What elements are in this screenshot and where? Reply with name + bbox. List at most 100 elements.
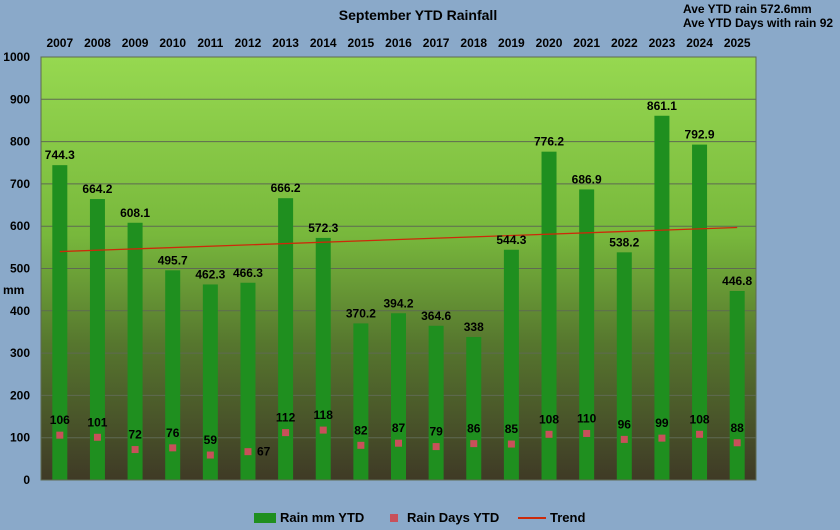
bar bbox=[127, 222, 143, 481]
x-tick-label: 2019 bbox=[498, 36, 525, 50]
bar bbox=[729, 291, 745, 480]
bar-value-label: 538.2 bbox=[609, 235, 639, 249]
rain-day-label: 76 bbox=[166, 426, 180, 440]
rain-day-marker bbox=[282, 429, 290, 437]
rain-day-label: 108 bbox=[690, 412, 710, 426]
rain-day-label: 118 bbox=[314, 408, 334, 422]
x-tick-label: 2015 bbox=[348, 36, 375, 50]
bar-value-label: 686.9 bbox=[572, 172, 602, 186]
rain-day-label: 101 bbox=[87, 415, 107, 429]
bar bbox=[315, 237, 331, 480]
y-axis-title: mm bbox=[3, 283, 24, 297]
bar-value-label: 338 bbox=[464, 320, 484, 334]
y-tick-label: 800 bbox=[10, 135, 30, 149]
x-tick-label: 2007 bbox=[46, 36, 73, 50]
bar bbox=[616, 252, 632, 480]
bar-value-label: 466.3 bbox=[233, 266, 263, 280]
legend-line-swatch bbox=[518, 516, 546, 519]
x-tick-label: 2012 bbox=[235, 36, 262, 50]
rain-day-marker bbox=[319, 426, 327, 434]
bar-value-label: 370.2 bbox=[346, 306, 376, 320]
legend-bar-swatch bbox=[254, 512, 276, 523]
bar bbox=[202, 284, 218, 480]
legend-item-rain-days: Rain Days YTD bbox=[382, 510, 499, 525]
x-tick-label: 2020 bbox=[536, 36, 563, 50]
bar bbox=[466, 337, 482, 480]
bar-value-label: 776.2 bbox=[534, 135, 564, 149]
x-tick-label: 2017 bbox=[423, 36, 450, 50]
y-tick-label: 500 bbox=[10, 262, 30, 276]
x-tick-label: 2025 bbox=[724, 36, 751, 50]
rain-day-marker bbox=[545, 430, 553, 438]
rain-day-marker bbox=[733, 439, 741, 447]
rain-day-marker bbox=[470, 440, 478, 448]
bar-value-label: 744.3 bbox=[45, 148, 75, 162]
legend-item-rain-mm: Rain mm YTD bbox=[254, 510, 364, 525]
bar bbox=[52, 165, 68, 480]
x-tick-label: 2024 bbox=[686, 36, 713, 50]
bar-value-label: 462.3 bbox=[195, 267, 225, 281]
y-tick-label: 700 bbox=[10, 177, 30, 191]
rain-day-marker bbox=[244, 448, 252, 456]
rain-day-markers bbox=[56, 426, 741, 459]
bar bbox=[692, 144, 708, 480]
y-tick-label: 400 bbox=[10, 304, 30, 318]
ave-days-text: Ave YTD Days with rain 92 bbox=[683, 16, 834, 30]
x-tick-label: 2013 bbox=[272, 36, 299, 50]
legend-item-trend: Trend bbox=[518, 510, 585, 525]
bar bbox=[428, 325, 444, 480]
bar-value-label: 572.3 bbox=[308, 221, 338, 235]
bars bbox=[52, 115, 745, 481]
rain-day-label: 79 bbox=[429, 425, 443, 439]
rain-day-marker bbox=[56, 431, 64, 439]
trend-line-path bbox=[59, 226, 738, 253]
bar bbox=[654, 115, 670, 480]
x-tick-label: 2010 bbox=[159, 36, 186, 50]
rain-day-label: 106 bbox=[50, 413, 70, 427]
bar-value-label: 861.1 bbox=[647, 99, 677, 113]
rain-day-marker bbox=[696, 430, 704, 438]
legend-marker-swatch bbox=[390, 513, 398, 522]
x-tick-label: 2022 bbox=[611, 36, 638, 50]
x-tick-label: 2021 bbox=[573, 36, 600, 50]
y-tick-label: 100 bbox=[10, 431, 30, 445]
bar bbox=[391, 313, 406, 480]
legend: Rain mm YTD Rain Days YTD Trend bbox=[0, 510, 840, 528]
rain-day-label: 59 bbox=[204, 433, 218, 447]
rain-day-label: 110 bbox=[577, 411, 597, 425]
legend-label-trend: Trend bbox=[550, 510, 586, 525]
rain-day-marker bbox=[93, 433, 101, 441]
rain-day-label: 108 bbox=[539, 412, 559, 426]
x-tick-label: 2018 bbox=[460, 36, 487, 50]
y-tick-label: 200 bbox=[10, 388, 30, 402]
rain-day-marker bbox=[395, 439, 402, 447]
bar bbox=[240, 282, 256, 480]
x-tick-label: 2011 bbox=[197, 36, 223, 50]
rain-day-marker bbox=[131, 446, 139, 454]
rain-day-label: 87 bbox=[392, 421, 406, 435]
bar bbox=[278, 198, 294, 481]
rain-day-marker bbox=[432, 443, 440, 451]
x-tick-label: 2023 bbox=[649, 36, 676, 50]
bar bbox=[165, 270, 181, 480]
bar-value-label: 446.8 bbox=[722, 274, 752, 288]
rain-day-marker bbox=[658, 434, 666, 442]
bar-value-label: 666.2 bbox=[271, 181, 301, 195]
y-tick-label: 300 bbox=[10, 346, 30, 360]
bar bbox=[579, 189, 595, 481]
bar-value-label: 792.9 bbox=[685, 128, 715, 142]
bar-value-label: 544.3 bbox=[496, 233, 526, 247]
ave-rain-text: Ave YTD rain 572.6mm bbox=[683, 2, 812, 16]
bar bbox=[503, 249, 519, 480]
bar-value-label: 495.7 bbox=[158, 253, 188, 267]
x-tick-label: 2008 bbox=[84, 36, 111, 50]
bar bbox=[89, 199, 105, 480]
axes: 0 100 200 300 400 500 600 700 800 900 1000 mm 2007 20… bbox=[3, 36, 757, 487]
bar bbox=[541, 151, 557, 480]
x-tick-label: 2014 bbox=[310, 36, 337, 50]
rain-day-label: 86 bbox=[467, 422, 481, 436]
rain-day-marker bbox=[169, 444, 177, 452]
legend-label-rain-days: Rain Days YTD bbox=[407, 510, 500, 525]
legend-label-rain-mm: Rain mm YTD bbox=[280, 510, 365, 525]
